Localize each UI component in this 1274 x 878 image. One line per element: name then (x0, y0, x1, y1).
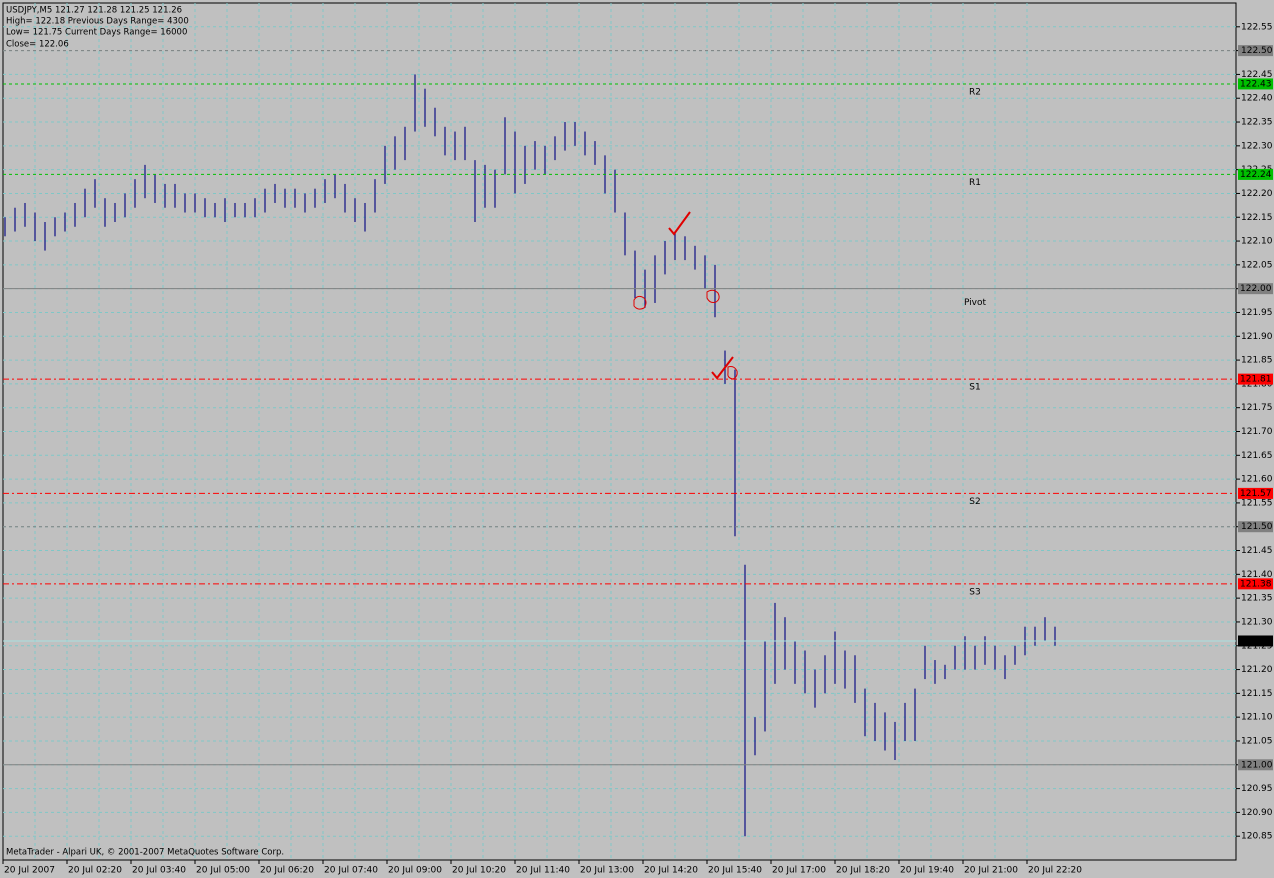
y-tick-label: 120.95 (1241, 784, 1273, 794)
level-box (1238, 487, 1273, 499)
level-name: S2 (969, 497, 980, 507)
y-tick-label: 122.15 (1241, 213, 1273, 223)
y-tick-label: 121.90 (1241, 332, 1273, 342)
x-tick-label: 20 Jul 15:40 (708, 866, 762, 876)
x-tick-label: 20 Jul 11:40 (516, 866, 570, 876)
y-tick-label: 120.85 (1241, 832, 1273, 842)
level-box-label: 122.24 (1240, 170, 1272, 180)
level-box (1238, 283, 1273, 295)
x-tick-label: 20 Jul 21:00 (964, 866, 1018, 876)
info-line: USDJPY,M5 121.27 121.28 121.25 121.26 (6, 6, 182, 16)
current-price-label: 121.26 (1240, 636, 1272, 646)
y-tick-label: 122.55 (1241, 22, 1273, 32)
level-box (1238, 168, 1273, 180)
x-tick-label: 20 Jul 13:00 (580, 866, 634, 876)
level-box-label: 122.43 (1240, 79, 1272, 89)
x-tick-label: 20 Jul 07:40 (324, 866, 378, 876)
y-tick-label: 121.35 (1241, 594, 1273, 604)
x-tick-label: 20 Jul 02:20 (68, 866, 122, 876)
level-box (1238, 78, 1273, 90)
y-tick-label: 121.30 (1241, 617, 1273, 627)
price-box-label: 122.50 (1241, 46, 1273, 56)
y-tick-label: 122.10 (1241, 237, 1273, 247)
level-box-label: 121.38 (1240, 579, 1272, 589)
x-tick-label: 20 Jul 22:20 (1028, 866, 1082, 876)
level-box-label: 122.00 (1240, 284, 1272, 294)
y-tick-label: 120.90 (1241, 808, 1273, 818)
level-name: S3 (969, 587, 980, 597)
level-name: Pivot (964, 298, 987, 308)
y-tick-label: 122.45 (1241, 70, 1273, 80)
check-mark (668, 211, 691, 236)
y-tick-label: 121.45 (1241, 546, 1273, 556)
hand-icon (633, 295, 647, 310)
level-box (1238, 373, 1273, 385)
check-mark (711, 356, 734, 380)
info-line: High= 122.18 Previous Days Range= 4300 (6, 17, 189, 27)
price-box (1238, 521, 1273, 533)
y-tick-label: 122.30 (1241, 141, 1273, 151)
level-name: S1 (969, 383, 980, 393)
level-name: R2 (969, 87, 981, 97)
price-box-label: 121.00 (1241, 760, 1273, 770)
y-tick-label: 121.15 (1241, 689, 1273, 699)
y-tick-label: 121.95 (1241, 308, 1273, 318)
y-tick-label: 121.40 (1241, 570, 1273, 580)
x-tick-label: 20 Jul 2007 (4, 866, 55, 876)
current-price-box (1238, 635, 1273, 647)
y-tick-label: 122.35 (1241, 118, 1273, 128)
price-box-label: 121.50 (1241, 522, 1273, 532)
x-tick-label: 20 Jul 05:00 (196, 866, 250, 876)
annotations (633, 211, 738, 380)
y-tick-label: 122.20 (1241, 189, 1273, 199)
price-box (1238, 759, 1273, 771)
price-box (1238, 45, 1273, 57)
info-line: Low= 121.75 Current Days Range= 16000 (6, 28, 187, 38)
hand-icon (706, 289, 720, 303)
y-tick-label: 121.70 (1241, 427, 1273, 437)
level-box-label: 121.81 (1240, 375, 1272, 385)
y-tick-label: 121.05 (1241, 736, 1273, 746)
y-tick-label: 121.75 (1241, 403, 1273, 413)
y-tick-label: 121.60 (1241, 475, 1273, 485)
info-line: Close= 122.06 (6, 40, 69, 50)
level-box (1238, 578, 1273, 590)
x-tick-label: 20 Jul 19:40 (900, 866, 954, 876)
x-tick-label: 20 Jul 18:20 (836, 866, 890, 876)
x-tick-label: 20 Jul 10:20 (452, 866, 506, 876)
y-tick-label: 121.20 (1241, 665, 1273, 675)
grid (3, 3, 1236, 860)
x-tick-label: 20 Jul 09:00 (388, 866, 442, 876)
level-box-label: 121.57 (1240, 489, 1272, 499)
y-tick-label: 121.10 (1241, 713, 1273, 723)
hand-icon (727, 366, 738, 380)
y-tick-label: 121.55 (1241, 498, 1273, 508)
x-tick-label: 20 Jul 03:40 (132, 866, 186, 876)
y-tick-label: 121.65 (1241, 451, 1273, 461)
y-tick-label: 121.85 (1241, 356, 1273, 366)
level-name: R1 (969, 178, 981, 188)
x-tick-label: 20 Jul 17:00 (772, 866, 826, 876)
x-tick-label: 20 Jul 06:20 (260, 866, 314, 876)
y-tick-label: 122.05 (1241, 260, 1273, 270)
footer: MetaTrader - Alpari UK, © 2001-2007 Meta… (6, 848, 284, 858)
x-tick-label: 20 Jul 14:20 (644, 866, 698, 876)
y-tick-label: 122.40 (1241, 94, 1273, 104)
